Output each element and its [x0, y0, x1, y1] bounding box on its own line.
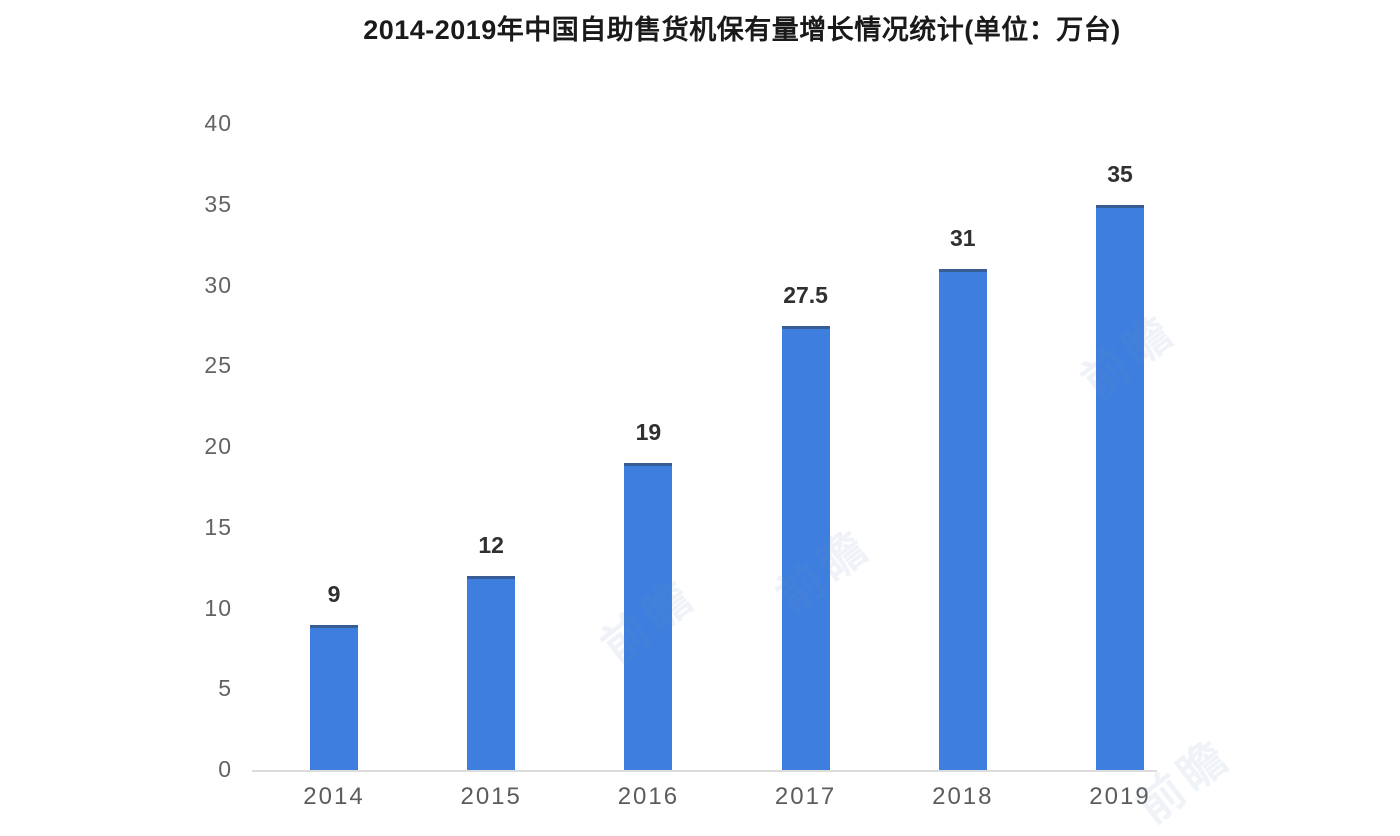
- y-tick-label: 35: [204, 190, 232, 217]
- bar-2019: [1096, 204, 1144, 770]
- y-tick-label: 40: [204, 109, 232, 136]
- y-tick-label: 25: [204, 352, 232, 379]
- bar-value-label: 19: [635, 419, 662, 446]
- y-tick-label: 10: [204, 594, 232, 621]
- bar-2014: [310, 624, 358, 770]
- bar-value-label: 35: [1107, 160, 1133, 187]
- bar-2015: [467, 576, 516, 770]
- y-tick-label: 5: [218, 675, 232, 702]
- y-tick-label: 15: [204, 513, 232, 540]
- y-tick-label: 20: [204, 432, 232, 459]
- chart-title: 2014-2019年中国自助售货机保有量增长情况统计(单位：万台): [363, 15, 1121, 45]
- x-axis-line: [252, 770, 1157, 772]
- y-tick-label: 0: [218, 755, 232, 782]
- bar-2017: [781, 325, 830, 770]
- bar-2018: [938, 269, 987, 770]
- bar-value-label: 31: [950, 225, 976, 252]
- y-axis-tick-labels: 0 5 10 15 20 25 30 35 40: [0, 0, 232, 836]
- x-tick-label: 2016: [617, 783, 680, 810]
- bar-2016: [624, 463, 673, 770]
- y-tick-label: 30: [204, 271, 232, 298]
- x-tick-label: 2015: [460, 783, 522, 810]
- x-tick-label: 2014: [303, 783, 365, 810]
- bar-value-label: 27.5: [783, 281, 828, 308]
- bar-value-label: 12: [478, 532, 504, 559]
- x-tick-label: 2019: [1089, 783, 1151, 810]
- bar-value-label: 9: [327, 580, 341, 607]
- x-tick-label: 2018: [932, 783, 994, 810]
- x-tick-label: 2017: [774, 783, 837, 810]
